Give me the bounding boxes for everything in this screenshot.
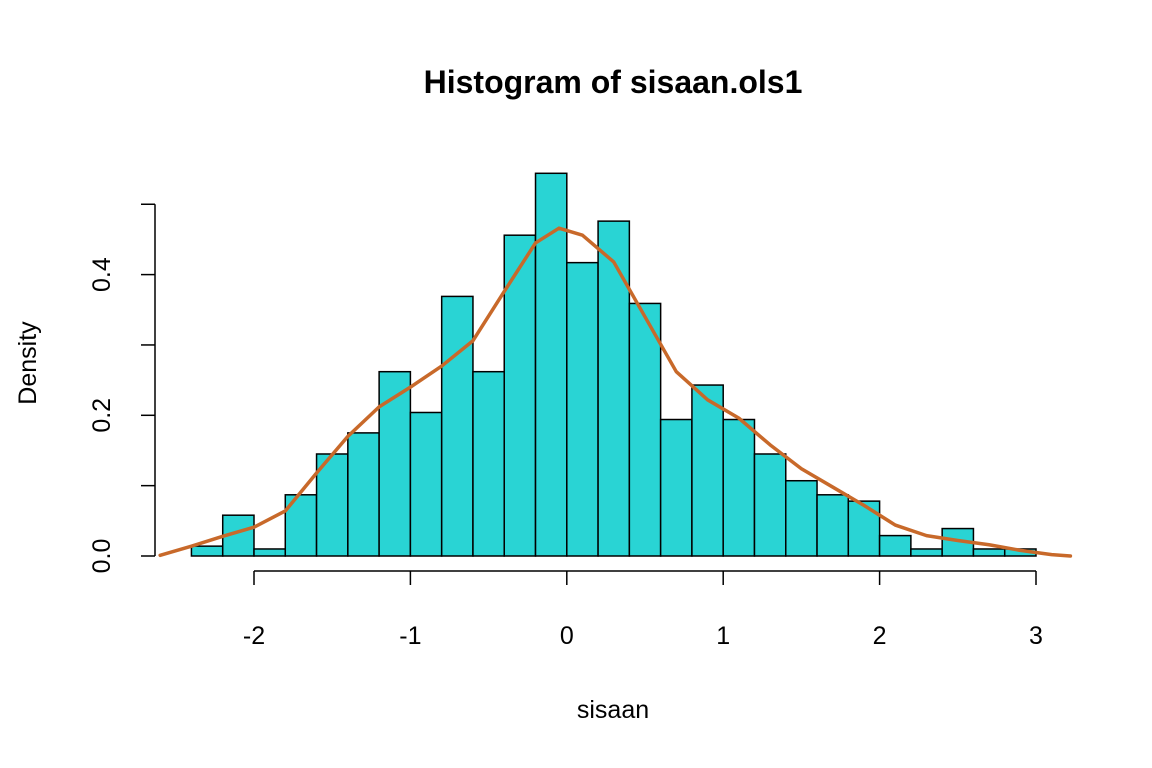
x-axis: -2 -1 0 1 2 3 (243, 570, 1043, 650)
histogram-bar-22 (878, 534, 912, 557)
histogram-bar-12 (566, 261, 599, 557)
histogram-bar-20 (816, 494, 850, 557)
histogram-bar-21 (847, 500, 881, 557)
x-axis-label: sisaan (577, 696, 649, 724)
y-axis: 0.0 0.2 0.4 (88, 203, 156, 574)
histogram-bar-25 (972, 548, 1006, 557)
y-tick-label-0: 0.0 (88, 539, 116, 574)
chart-title: Histogram of sisaan.ols1 (424, 64, 803, 100)
histogram-bar-19 (785, 479, 818, 557)
histogram-bar-16 (691, 384, 724, 557)
histogram-bar-14 (628, 302, 662, 557)
x-tick-label-5: 3 (1029, 622, 1043, 650)
histogram-bar-15 (659, 418, 693, 557)
x-tick-label-1: -1 (399, 622, 421, 650)
histogram-bar-6 (378, 370, 412, 557)
x-tick-label-4: 2 (873, 622, 887, 650)
histogram-bar-8 (440, 295, 474, 557)
y-tick-label-2: 0.2 (88, 398, 116, 433)
histogram-bar-13 (597, 220, 631, 557)
histogram-bar-9 (472, 370, 505, 557)
y-axis-label: Density (14, 321, 42, 405)
density-curve (158, 226, 1073, 558)
x-tick-label-2: 0 (560, 622, 574, 650)
histogram-bar-23 (910, 548, 943, 557)
bars-group (190, 172, 1037, 557)
histogram-bar-5 (347, 432, 380, 557)
histogram-bar-17 (722, 418, 756, 557)
histogram-bar-2 (253, 548, 287, 557)
x-tick-label-3: 1 (716, 622, 730, 650)
y-tick-label-4: 0.4 (88, 257, 116, 292)
histogram-bar-7 (409, 411, 443, 557)
histogram-bar-18 (753, 453, 787, 557)
histogram-bar-11 (534, 172, 568, 557)
histogram-bar-0 (190, 545, 224, 557)
x-tick-label-0: -2 (243, 622, 265, 650)
